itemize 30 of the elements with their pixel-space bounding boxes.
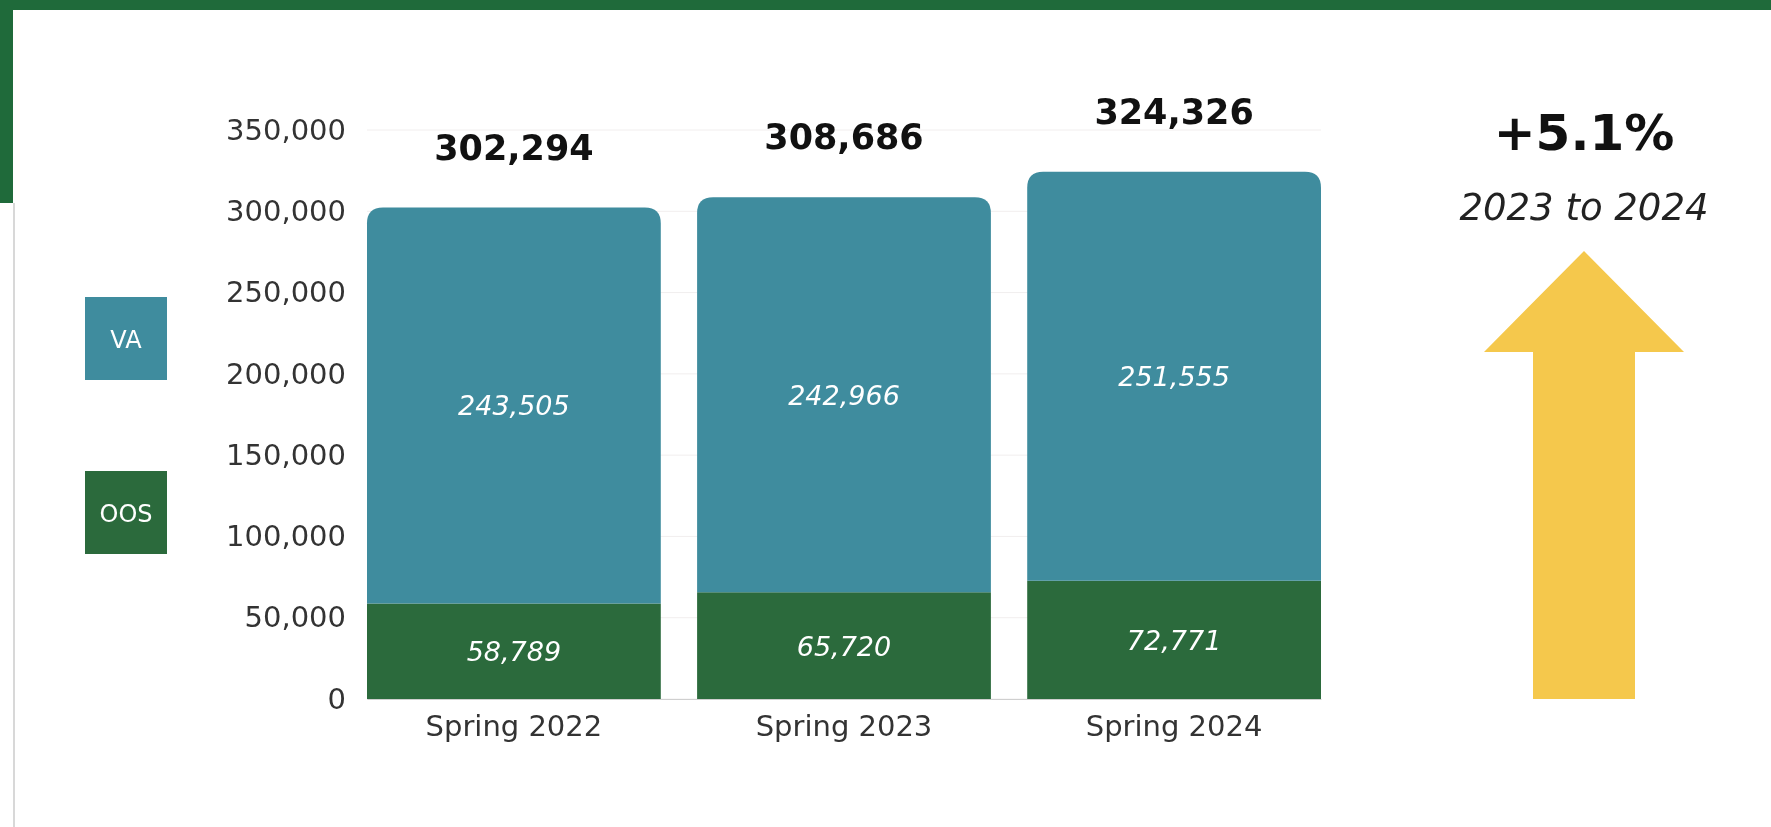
text: 2023 to 2024: [1459, 186, 1709, 229]
y-tick-label: 200,000: [226, 356, 346, 391]
total-label: 302,294: [434, 127, 594, 168]
total-label: 308,686: [764, 117, 924, 158]
x-tick-label: Spring 2022: [425, 708, 603, 743]
total-label: 324,326: [1094, 91, 1254, 132]
y-tick-label: 300,000: [226, 194, 346, 229]
y-tick-label: 150,000: [226, 437, 346, 472]
bar: [1027, 580, 1321, 699]
y-tick-label: 0: [327, 681, 346, 716]
data-label: 58,789: [466, 636, 562, 668]
data-label: 72,771: [1126, 624, 1222, 656]
text: OOS: [99, 500, 153, 528]
x-tick-label: Spring 2024: [1085, 708, 1263, 743]
text: VA: [110, 326, 143, 354]
bar: [1027, 171, 1321, 581]
bar: [367, 603, 661, 699]
y-tick-label: 100,000: [226, 519, 346, 554]
y-tick-label: 350,000: [226, 112, 346, 147]
bar: [697, 197, 991, 593]
data-label: 243,505: [458, 390, 570, 422]
x-tick-label: Spring 2023: [755, 708, 933, 743]
data-label: 251,555: [1118, 361, 1230, 393]
bar: [367, 207, 661, 604]
bar: [697, 592, 991, 699]
data-label: 65,720: [796, 630, 892, 662]
y-tick-label: 250,000: [226, 275, 346, 310]
y-tick-label: 50,000: [244, 600, 346, 635]
data-label: 242,966: [788, 379, 900, 411]
text: +5.1%: [1493, 104, 1675, 162]
